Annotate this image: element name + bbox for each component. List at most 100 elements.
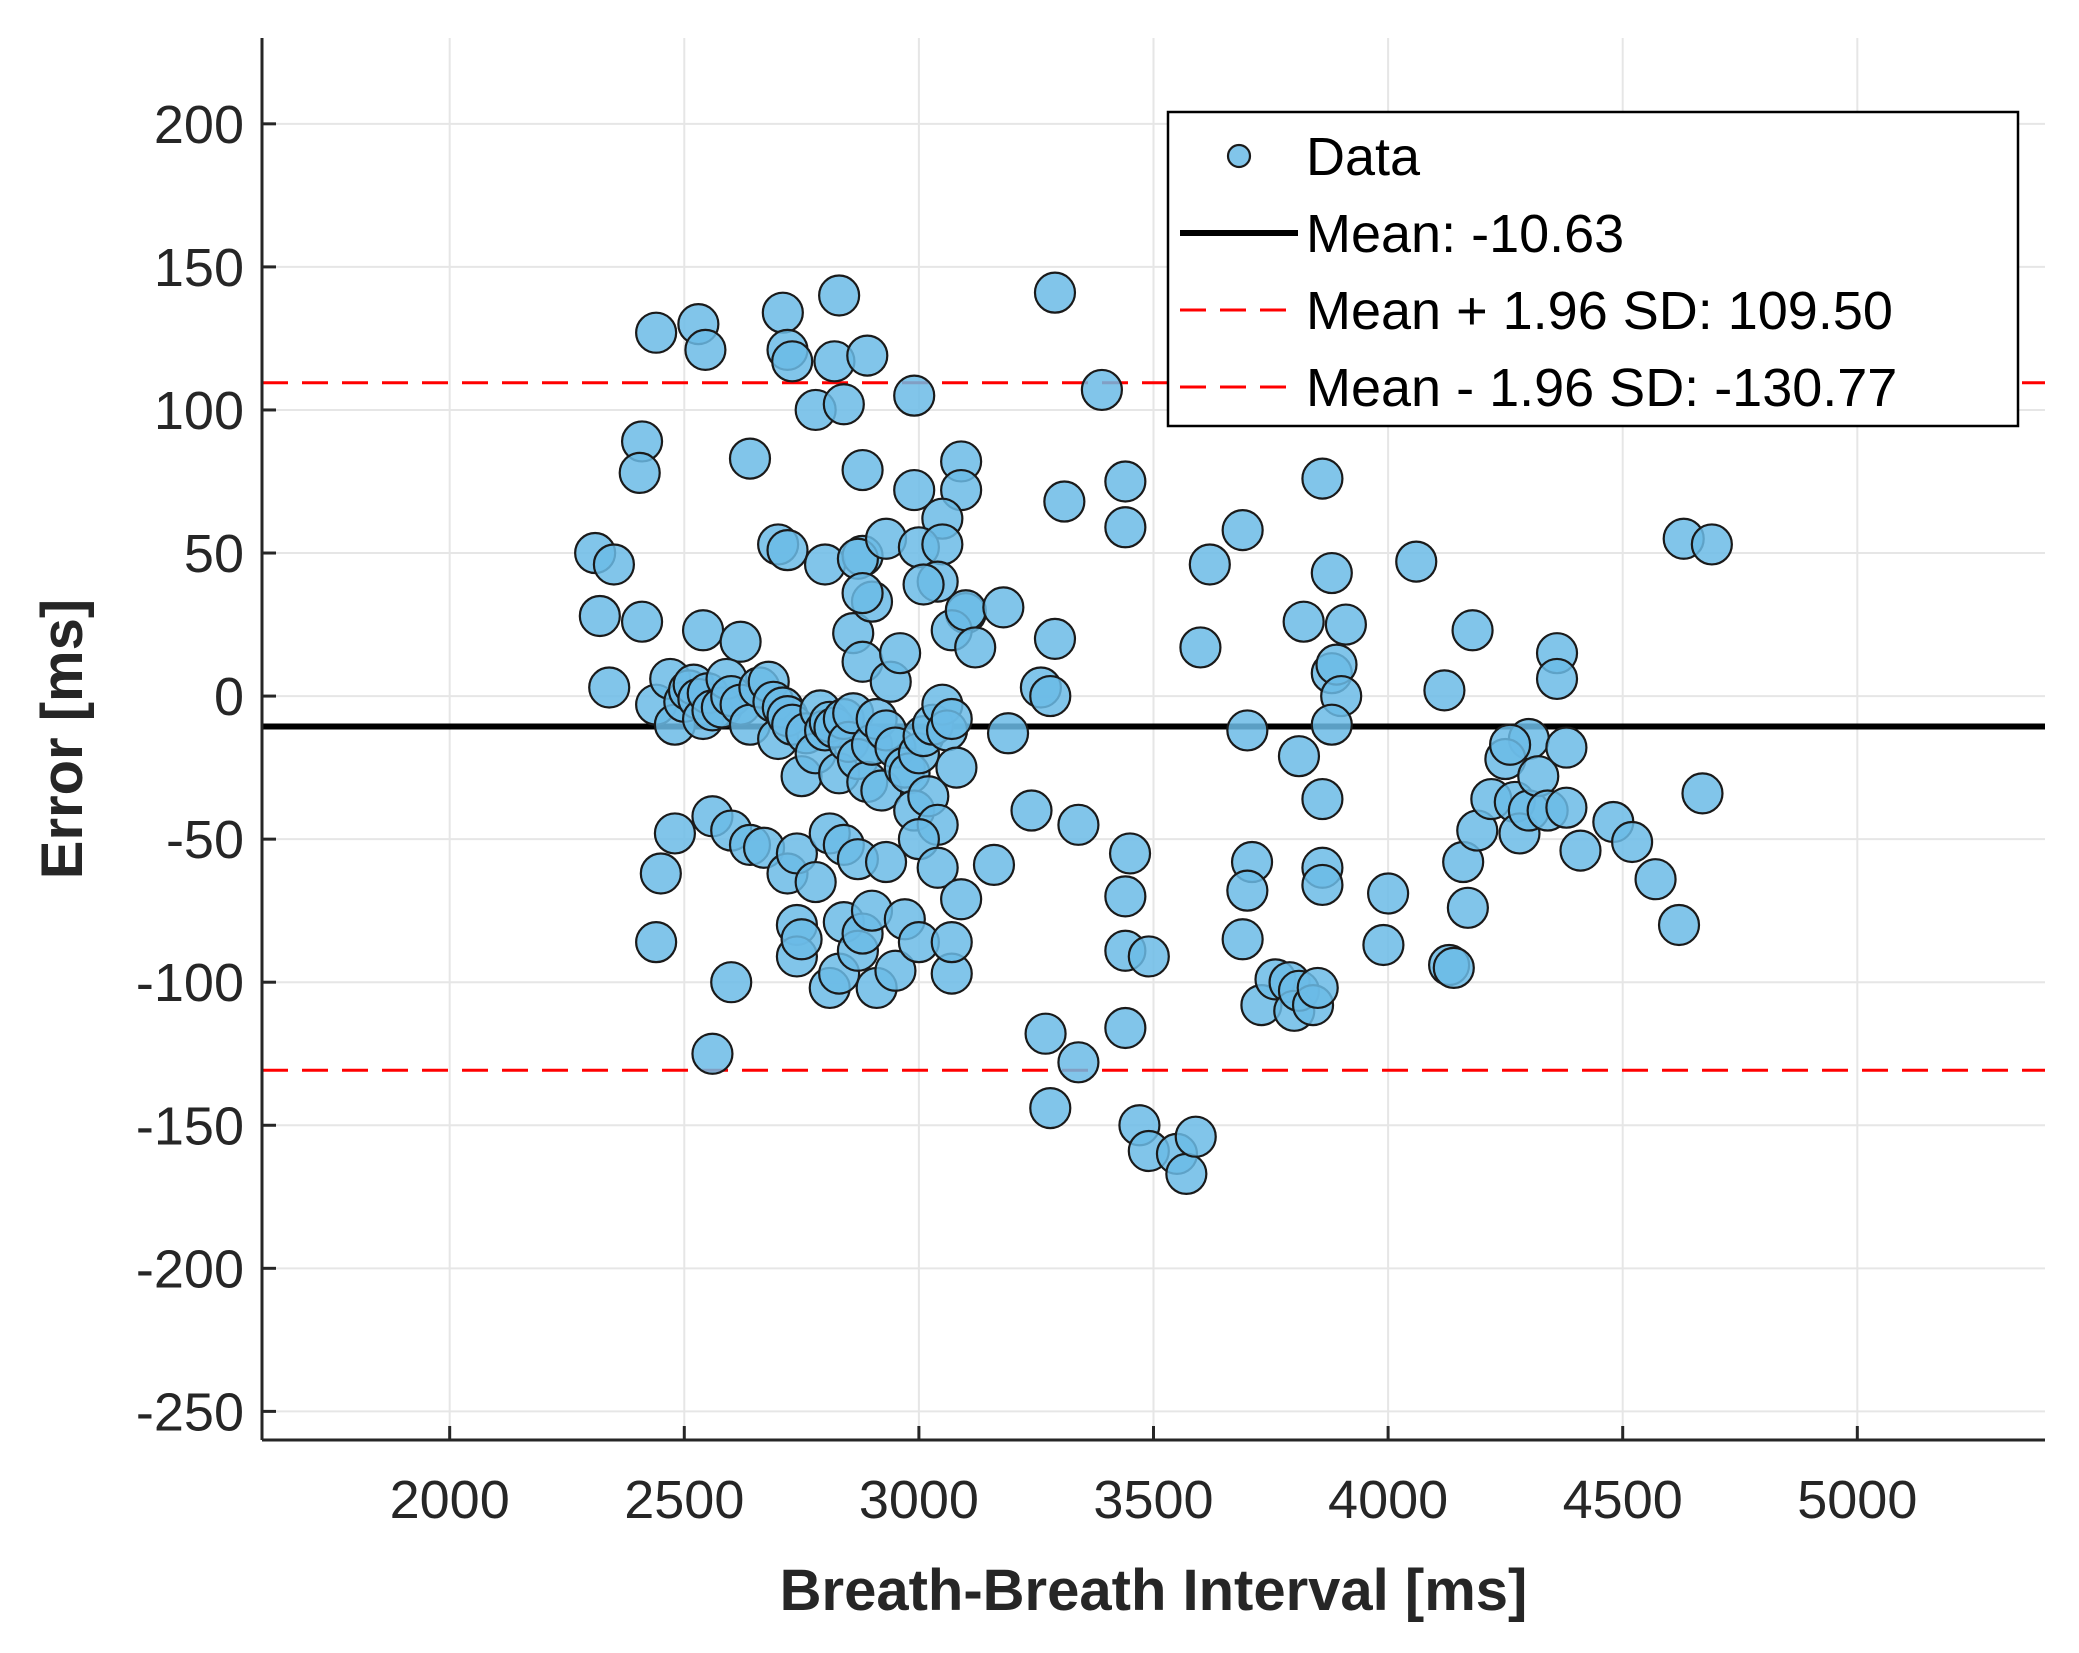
- data-point: [930, 697, 973, 741]
- data-point: [1043, 480, 1086, 523]
- y-tick-label: 100: [154, 381, 244, 441]
- data-point: [1104, 460, 1147, 503]
- y-tick-label: 50: [184, 524, 244, 584]
- legend: Data Mean: -10.63 Mean + 1.96 SD: 109.50 Me…: [1166, 110, 2020, 428]
- data-point: [940, 878, 983, 921]
- data-point: [794, 860, 837, 904]
- data-point: [1545, 726, 1588, 769]
- data-point: [1324, 603, 1367, 646]
- x-tick-label: 4000: [1328, 1470, 1448, 1530]
- data-point: [1559, 829, 1602, 872]
- data-point: [1282, 600, 1325, 643]
- data-point: [1446, 886, 1489, 929]
- x-tick-label: 3500: [1093, 1470, 1213, 1530]
- data-point: [982, 586, 1025, 629]
- data-point: [1104, 506, 1147, 549]
- data-point: [846, 334, 889, 377]
- data-point: [986, 712, 1030, 755]
- y-tick-label: -100: [136, 953, 244, 1013]
- y-tick-label: 0: [214, 667, 244, 727]
- data-point: [1610, 820, 1654, 864]
- data-point: [681, 609, 725, 652]
- y-tick-label: -200: [136, 1239, 244, 1299]
- data-point: [954, 626, 997, 669]
- legend-label: Mean - 1.96 SD: -130.77: [1306, 358, 1897, 418]
- data-point: [1188, 543, 1231, 586]
- data-point: [728, 437, 772, 480]
- legend-box: [1166, 110, 2020, 428]
- data-point: [1033, 271, 1077, 314]
- data-point: [921, 523, 964, 566]
- x-tick-label: 3000: [859, 1470, 979, 1530]
- x-axis-title: Breath-Breath Interval [ms]: [780, 1558, 1528, 1623]
- data-points: [574, 271, 1733, 1196]
- data-point: [588, 666, 631, 709]
- data-point: [1057, 1041, 1100, 1084]
- data-point: [639, 852, 682, 895]
- y-tick-label: -50: [166, 810, 244, 870]
- data-point: [1535, 657, 1579, 701]
- y-tick-label: -150: [136, 1096, 244, 1156]
- data-point: [618, 451, 661, 495]
- data-point: [893, 374, 936, 417]
- data-point: [1057, 803, 1100, 846]
- data-point: [1310, 551, 1353, 595]
- data-point: [1104, 875, 1147, 918]
- data-point: [1127, 935, 1170, 978]
- data-point: [1226, 709, 1269, 752]
- y-tick-label: 200: [154, 95, 244, 155]
- data-point: [1080, 368, 1123, 412]
- data-point: [1029, 674, 1072, 718]
- data-point: [1179, 626, 1222, 669]
- data-point: [1010, 789, 1053, 832]
- data-point: [1395, 540, 1438, 583]
- data-point: [1033, 617, 1077, 660]
- data-point: [1024, 1012, 1067, 1055]
- data-point: [1029, 1086, 1072, 1130]
- data-point: [719, 620, 762, 663]
- data-point: [874, 949, 917, 992]
- tick-labels: 2000 2500 3000 3500 4000 4500 5000 200 150 100 50 0…: [136, 95, 1917, 1530]
- data-point: [1367, 872, 1410, 915]
- data-point: [972, 843, 1016, 886]
- data-point: [620, 600, 664, 643]
- data-point: [1174, 1115, 1217, 1158]
- data-point: [1545, 786, 1588, 829]
- data-point: [818, 274, 861, 317]
- x-tick-label: 2500: [624, 1470, 744, 1530]
- data-point: [1104, 1006, 1147, 1050]
- data-point: [1681, 772, 1724, 815]
- data-point: [1657, 903, 1701, 947]
- data-point: [780, 918, 823, 961]
- data-point: [1432, 946, 1475, 989]
- data-point: [653, 812, 697, 855]
- data-point: [1301, 777, 1344, 821]
- data-point: [1423, 669, 1466, 712]
- x-tick-label: 5000: [1797, 1470, 1917, 1530]
- data-point: [691, 1032, 734, 1075]
- axes: [260, 38, 2045, 1442]
- data-point: [935, 746, 978, 789]
- data-point: [1301, 863, 1344, 907]
- data-point: [578, 594, 621, 638]
- data-point: [635, 311, 678, 354]
- data-point: [1221, 509, 1264, 552]
- data-point: [930, 921, 973, 964]
- data-point: [864, 840, 908, 884]
- y-tick-label: 150: [154, 238, 244, 298]
- data-point: [1277, 735, 1321, 778]
- x-tick-label: 4500: [1563, 1470, 1683, 1530]
- data-point: [1310, 703, 1353, 746]
- data-point: [1690, 523, 1733, 566]
- data-point: [771, 340, 814, 383]
- data-point: [1108, 832, 1152, 875]
- data-point: [1451, 609, 1494, 652]
- data-point: [1221, 918, 1264, 961]
- y-tick-label: -250: [136, 1382, 244, 1442]
- legend-label: Data: [1306, 127, 1421, 187]
- data-point: [592, 543, 636, 586]
- data-point: [944, 589, 987, 632]
- data-point: [1362, 923, 1405, 967]
